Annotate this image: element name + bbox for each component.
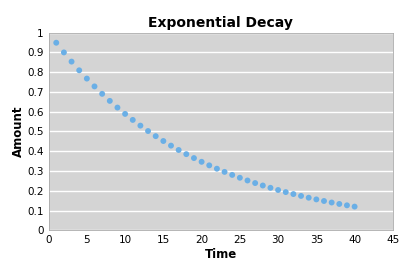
Point	[283, 190, 289, 194]
Point	[145, 129, 151, 133]
Title: Exponential Decay: Exponential Decay	[148, 16, 293, 30]
Point	[252, 181, 258, 185]
Point	[352, 204, 358, 209]
Point	[122, 112, 128, 116]
Point	[130, 118, 136, 122]
Point	[267, 186, 274, 190]
Point	[107, 99, 113, 103]
Point	[61, 50, 67, 54]
Point	[321, 199, 327, 203]
Point	[336, 202, 343, 206]
Point	[91, 84, 98, 89]
Point	[198, 160, 205, 164]
Point	[137, 124, 144, 128]
Point	[168, 143, 174, 148]
Point	[83, 76, 90, 81]
Point	[183, 152, 190, 156]
Point	[152, 134, 159, 138]
Point	[328, 200, 335, 205]
Point	[290, 192, 296, 196]
Point	[313, 197, 320, 202]
Point	[260, 183, 266, 188]
Point	[53, 41, 60, 45]
Point	[206, 163, 213, 167]
Point	[191, 156, 197, 160]
Point	[99, 92, 105, 96]
X-axis label: Time: Time	[205, 248, 237, 261]
Point	[298, 194, 304, 198]
Point	[344, 203, 350, 208]
Point	[221, 170, 228, 174]
Point	[68, 59, 75, 64]
Point	[229, 173, 235, 177]
Point	[244, 178, 251, 183]
Point	[76, 68, 83, 72]
Point	[114, 105, 121, 110]
Point	[275, 188, 281, 192]
Point	[214, 167, 220, 171]
Point	[175, 148, 182, 152]
Point	[160, 139, 166, 143]
Y-axis label: Amount: Amount	[11, 106, 24, 157]
Point	[237, 176, 243, 180]
Point	[305, 196, 312, 200]
